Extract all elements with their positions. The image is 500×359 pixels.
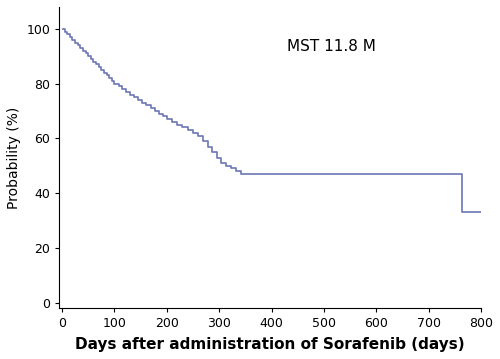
X-axis label: Days after administration of Sorafenib (days): Days after administration of Sorafenib (… (76, 337, 465, 352)
Text: MST 11.8 M: MST 11.8 M (288, 39, 376, 54)
Y-axis label: Probability (%): Probability (%) (7, 106, 21, 209)
